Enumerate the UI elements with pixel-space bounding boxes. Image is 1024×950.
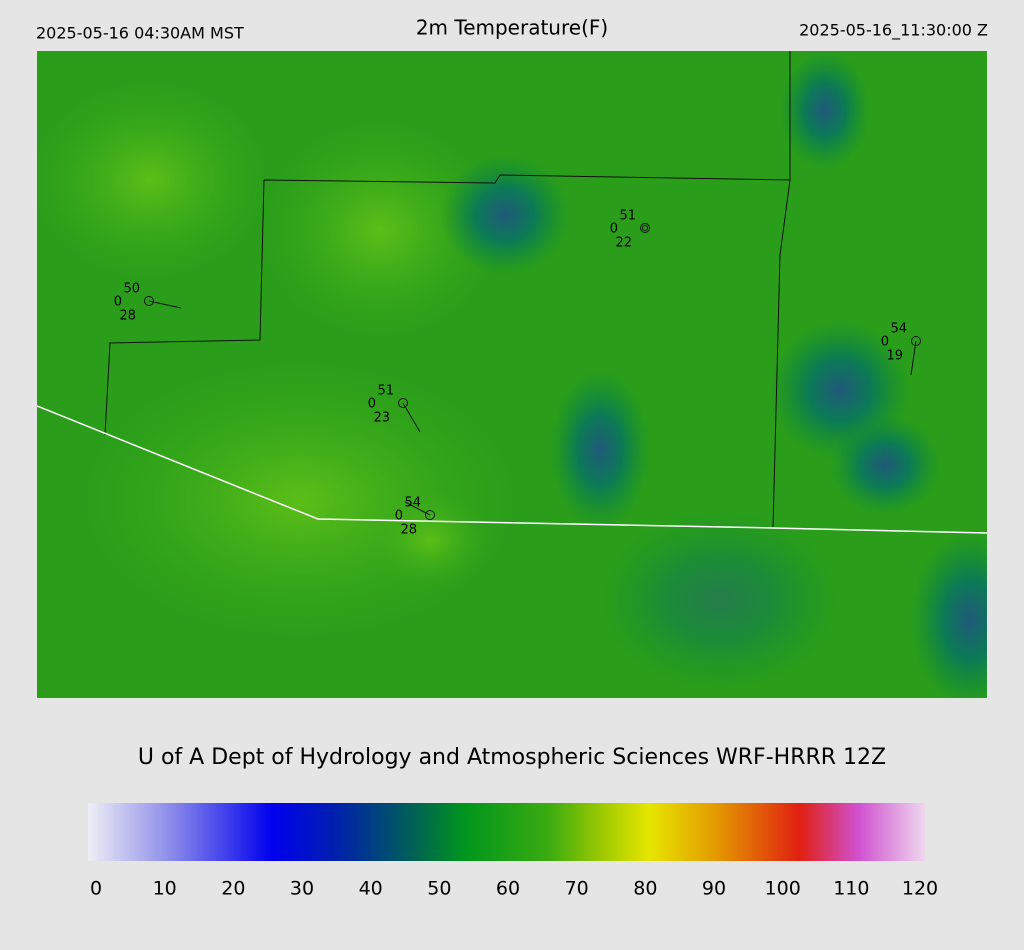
wind-barb	[404, 501, 431, 516]
colorbar-tick-label: 110	[833, 878, 869, 900]
station-temperature: 51	[377, 384, 394, 399]
station-left: 0	[114, 295, 122, 310]
wind-barb	[148, 300, 182, 309]
colorbar-tick-label: 10	[153, 878, 177, 900]
colorbar-tick-label: 30	[290, 878, 314, 900]
colorbar-tick-label: 50	[427, 878, 451, 900]
calm-ring	[642, 225, 648, 231]
station-left: 0	[395, 509, 403, 524]
map-title: 2m Temperature(F)	[416, 16, 608, 40]
utc-time: 2025-05-16_11:30:00 Z	[799, 21, 988, 41]
station-temperature: 54	[890, 322, 907, 337]
wind-barb	[910, 340, 917, 376]
station-circle	[425, 510, 435, 520]
colorbar-tick-label: 100	[765, 878, 801, 900]
local-time: 2025-05-16 04:30AM MST	[36, 24, 244, 43]
station-left: 0	[368, 397, 376, 412]
station-circle	[640, 223, 650, 233]
station-left: 0	[881, 335, 889, 350]
colorbar-tick-label: 20	[221, 878, 245, 900]
station-left: 0	[610, 222, 618, 237]
credit: U of A Dept of Hydrology and Atmospheric…	[138, 745, 886, 770]
map	[37, 51, 987, 698]
colorbar	[88, 803, 925, 861]
station-temperature: 54	[404, 496, 421, 511]
colorbar-tick-label: 120	[902, 878, 938, 900]
station-bottom: 23	[373, 411, 390, 426]
colorbar-tick-label: 80	[633, 878, 657, 900]
colorbar-tick-label: 60	[496, 878, 520, 900]
station-circle	[911, 336, 921, 346]
colorbar-tick-label: 40	[359, 878, 383, 900]
station-bottom: 28	[119, 309, 136, 324]
station-circle	[398, 398, 408, 408]
station-circle	[144, 296, 154, 306]
station-bottom: 22	[615, 236, 632, 251]
colorbar-ticks: 0 10 20 30 40 50 60 70 80 90 100 110 120	[90, 878, 938, 900]
colorbar-tick-label: 90	[702, 878, 726, 900]
colorbar-tick-label: 0	[90, 878, 102, 900]
station-temperature: 50	[123, 282, 140, 297]
station-bottom: 19	[886, 349, 903, 364]
wind-barb	[402, 402, 421, 433]
station-bottom: 28	[400, 523, 417, 538]
station-temperature: 51	[619, 209, 636, 224]
colorbar-tick-label: 70	[565, 878, 589, 900]
